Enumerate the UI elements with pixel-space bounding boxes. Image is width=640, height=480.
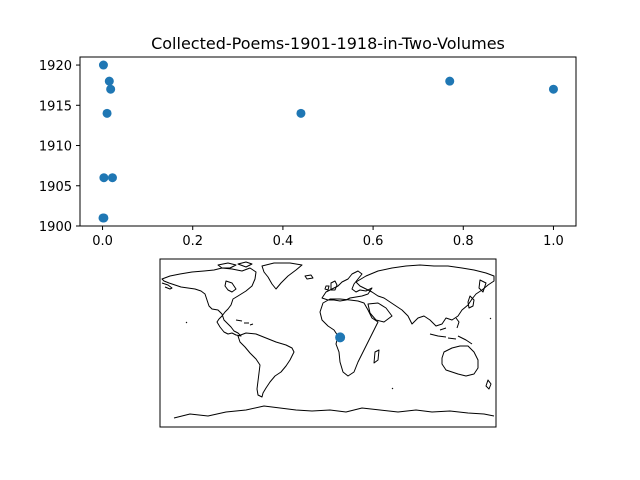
x-tick-label: 0.2 — [182, 234, 203, 249]
coastline-indonesia — [429, 327, 473, 345]
y-tick-label: 1900 — [39, 220, 72, 235]
chart-title: Collected-Poems-1901-1918-in-Two-Volumes — [151, 34, 505, 53]
y-tick-label: 1915 — [39, 99, 72, 114]
coastline-kamchatka — [478, 279, 487, 293]
coastline-north-america — [161, 267, 257, 337]
scatter-chart: Collected-Poems-1901-1918-in-Two-Volumes… — [39, 34, 577, 249]
coastline-new-zealand — [485, 379, 492, 390]
x-tick-label: 0.8 — [453, 234, 474, 249]
coastline-africa — [319, 298, 379, 377]
scatter-point — [445, 76, 455, 86]
x-tick-label: 0.0 — [92, 234, 113, 249]
scatter-point — [99, 173, 109, 183]
scatter-point — [106, 84, 116, 94]
coastline-australia — [441, 345, 479, 377]
x-tick-label: 0.4 — [273, 234, 294, 249]
coastline-philippines — [455, 317, 460, 329]
coastline-japan — [467, 295, 475, 309]
map-points — [335, 332, 346, 343]
coastline-madagascar — [373, 349, 380, 364]
x-tick-label: 0.6 — [363, 234, 384, 249]
plot-frame — [79, 56, 577, 227]
scatter-point — [98, 60, 108, 70]
y-tick-label: 1920 — [39, 59, 72, 74]
coastline-antarctica — [173, 405, 495, 419]
coastline-caribbean — [235, 319, 254, 326]
scatter-point — [296, 108, 306, 118]
x-tick-label: 1.0 — [543, 234, 564, 249]
scatter-point — [548, 84, 558, 94]
scatter-point — [102, 108, 112, 118]
scatter-point — [107, 173, 117, 183]
scatter-point — [99, 213, 109, 223]
coastline-alaska — [161, 282, 173, 290]
coastline-arabia — [367, 302, 393, 323]
coastline-greenland — [261, 262, 303, 290]
map-frame — [159, 258, 497, 428]
x-axis-ticks: 0.0 0.2 0.4 0.6 0.8 1.0 — [92, 226, 564, 249]
coastline-arctic-islands — [217, 261, 253, 269]
coastline-small-islands — [185, 317, 492, 390]
y-tick-label: 1910 — [39, 140, 72, 155]
scatter-point — [104, 76, 114, 86]
map-point — [335, 332, 346, 343]
coastline-hudson-bay — [224, 280, 237, 293]
y-axis-ticks: 1900 1905 1910 1915 1920 — [39, 59, 80, 235]
coastline-iceland — [304, 274, 314, 280]
coastline-south-america — [237, 332, 295, 398]
y-tick-label: 1905 — [39, 180, 72, 195]
coastline-british-isles — [324, 280, 338, 291]
world-map — [159, 258, 497, 428]
coastline-asia — [355, 264, 495, 327]
scatter-points — [98, 60, 558, 223]
